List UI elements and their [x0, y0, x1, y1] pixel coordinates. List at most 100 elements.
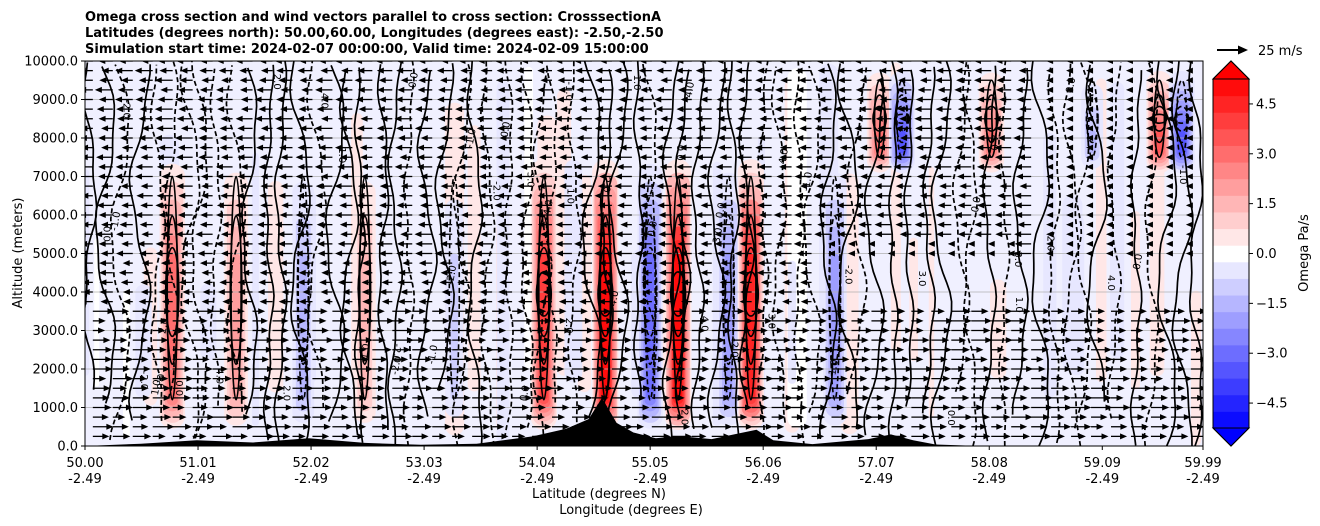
wind-vector-head	[420, 96, 428, 103]
wind-vector-head	[357, 125, 365, 132]
wind-vector-head	[983, 366, 991, 372]
wind-vector-head	[702, 366, 710, 372]
wind-vector-head	[378, 385, 386, 392]
wind-vector-head	[974, 231, 982, 238]
wind-vector-head	[201, 298, 209, 305]
wind-vector-head	[603, 356, 611, 363]
wind-vector-head	[121, 423, 129, 430]
wind-vector-head	[520, 163, 528, 170]
wind-vector-head	[1099, 375, 1107, 382]
wind-vector-head	[497, 221, 505, 228]
wind-vector-head	[116, 106, 124, 113]
wind-vector-head	[302, 337, 310, 344]
wind-vector-head	[1106, 144, 1114, 151]
wind-vector-head	[915, 125, 923, 132]
wind-vector-head	[1123, 404, 1131, 411]
wind-vector-head	[320, 67, 328, 74]
wind-vector-head	[914, 135, 922, 141]
wind-vector-head	[243, 414, 251, 421]
wind-vector-head	[562, 404, 570, 411]
wind-vector-head	[740, 375, 748, 382]
wind-vector-head	[1038, 366, 1046, 372]
wind-vector-head	[257, 221, 265, 228]
wind-vector-head	[857, 231, 865, 238]
wind-vector-head	[757, 67, 765, 74]
x-tick-label-latitude: 52.02	[292, 456, 329, 471]
wind-vector-head	[159, 279, 167, 286]
contour-loop	[358, 215, 372, 366]
wind-vector-head	[795, 67, 803, 74]
wind-vector-head	[620, 221, 628, 228]
wind-vector-head	[1185, 106, 1193, 113]
wind-vector-head	[516, 115, 524, 122]
wind-vector-head	[736, 144, 744, 151]
wind-vector-head	[754, 183, 762, 190]
wind-vector-head	[199, 260, 207, 267]
wind-vector-head	[141, 260, 149, 267]
wind-vector-head	[320, 356, 328, 363]
wind-vector-head	[782, 279, 790, 286]
wind-vector-head	[597, 183, 605, 190]
wind-vector-head	[976, 346, 984, 353]
y-tick-label: 3000.0	[33, 324, 79, 339]
contour-line	[376, 64, 390, 430]
wind-vector-head	[999, 96, 1007, 103]
wind-vector-head	[300, 356, 308, 363]
wind-vector-head	[967, 250, 975, 257]
colorbar-segment	[1213, 261, 1249, 279]
wind-vector-head	[1185, 173, 1193, 180]
wind-vector-head	[298, 269, 306, 276]
wind-vector-head	[1066, 86, 1074, 93]
wind-vector-head	[421, 366, 429, 372]
wind-vector-head	[200, 212, 208, 218]
wind-vector-head	[498, 144, 506, 151]
wind-vector-head	[1159, 414, 1167, 421]
wind-vector-head	[800, 404, 808, 411]
wind-vector-head	[184, 394, 192, 401]
wind-vector-head	[1026, 366, 1034, 372]
wind-vector-head	[579, 250, 587, 257]
wind-vector-head	[438, 385, 446, 392]
wind-vector-head	[356, 96, 364, 103]
wind-vector-head	[1185, 250, 1193, 257]
wind-vector-head	[776, 327, 784, 334]
wind-vector-head	[555, 240, 563, 247]
wind-vector-head	[956, 135, 964, 141]
wind-vector-head	[1043, 327, 1051, 334]
wind-vector-head	[219, 308, 227, 315]
wind-vector-head	[757, 308, 765, 315]
wind-vector-head	[198, 135, 206, 141]
wind-vector-head	[699, 375, 707, 382]
wind-vector-head	[1125, 154, 1133, 161]
wind-vector-head	[1119, 327, 1127, 334]
wind-vector-head	[1046, 163, 1054, 170]
wind-vector-head	[678, 375, 686, 382]
wind-vector-head	[321, 115, 329, 122]
wind-vector-head	[723, 394, 731, 401]
wind-vector-head	[420, 115, 428, 122]
wind-vector-head	[736, 86, 744, 93]
wind-vector-head	[1042, 317, 1050, 324]
wind-vector-head	[299, 125, 307, 132]
wind-vector-head	[698, 125, 706, 132]
wind-vector-head	[984, 317, 992, 324]
wind-vector-head	[835, 192, 843, 199]
wind-vector-head	[623, 414, 631, 421]
wind-vector-head	[259, 154, 267, 161]
wind-vector-head	[1046, 115, 1054, 122]
omega-feature-band	[747, 253, 755, 400]
wind-vector-head	[227, 404, 235, 411]
wind-vector-head	[237, 125, 245, 132]
wind-vector-head	[85, 279, 90, 286]
wind-vector-head	[578, 385, 586, 392]
wind-vector-head	[205, 366, 213, 372]
wind-vector-head	[101, 183, 109, 190]
wind-vector-head	[914, 106, 922, 113]
wind-vector-head	[126, 356, 134, 363]
wind-vector-head	[387, 317, 395, 324]
wind-vector-head	[778, 61, 786, 64]
wind-vector-head	[594, 192, 602, 199]
wind-vector-head	[693, 144, 701, 151]
wind-vector-head	[563, 346, 571, 353]
wind-vector-head	[361, 260, 369, 267]
